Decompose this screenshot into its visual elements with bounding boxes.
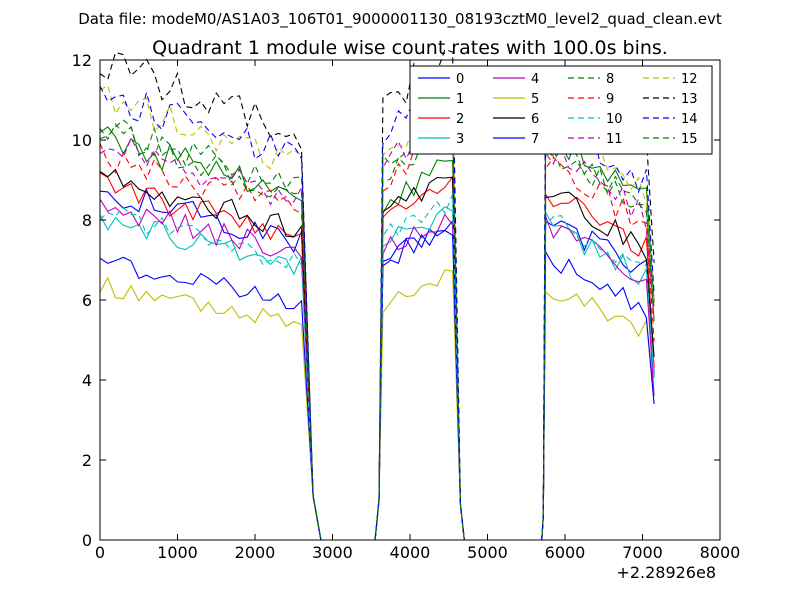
legend-label-13: 13 [681, 92, 698, 107]
series-line-15 [99, 111, 655, 541]
legend-label-7: 7 [531, 132, 539, 147]
legend-label-4: 4 [531, 72, 539, 87]
legend-label-5: 5 [531, 92, 539, 107]
legend-label-11: 11 [606, 132, 623, 147]
legend-label-9: 9 [606, 92, 614, 107]
legend-label-15: 15 [681, 132, 698, 147]
x-tick-label: 0 [95, 543, 105, 562]
y-tick-label: 0 [82, 531, 92, 550]
series-line-7 [99, 229, 655, 541]
y-tick-label: 6 [82, 291, 92, 310]
x-tick-label: 5000 [467, 543, 508, 562]
series-line-8 [99, 119, 655, 541]
legend-label-1: 1 [456, 92, 464, 107]
series-line-0 [99, 187, 655, 541]
legend-label-10: 10 [606, 112, 623, 127]
x-tick-label: 6000 [545, 543, 586, 562]
legend-label-0: 0 [456, 72, 464, 87]
series-line-10 [99, 193, 655, 541]
legend-label-12: 12 [681, 72, 698, 87]
data-file-suptitle: Data file: modeM0/AS1A03_106T01_90000011… [78, 10, 722, 29]
x-tick-label: 7000 [622, 543, 663, 562]
x-tick-label: 3000 [312, 543, 353, 562]
x-tick-label: 1000 [157, 543, 198, 562]
x-tick-label: 2000 [235, 543, 276, 562]
legend-label-3: 3 [456, 132, 464, 147]
y-tick-label: 4 [82, 371, 92, 390]
legend-label-6: 6 [531, 112, 539, 127]
legend-label-2: 2 [456, 112, 464, 127]
series-line-4 [99, 198, 655, 541]
series-line-5 [99, 269, 655, 541]
chart-title: Quadrant 1 module wise count rates with … [152, 37, 668, 59]
x-tick-label: 4000 [390, 543, 431, 562]
y-tick-label: 8 [82, 211, 92, 230]
series-line-2 [99, 172, 655, 541]
legend-label-14: 14 [681, 112, 698, 127]
series-line-11 [99, 107, 655, 541]
series-line-1 [99, 120, 655, 541]
series-line-3 [99, 206, 655, 541]
series-line-12 [99, 84, 655, 541]
series-line-9 [99, 128, 655, 541]
y-tick-label: 12 [72, 51, 92, 70]
legend-box [409, 65, 713, 155]
legend-label-8: 8 [606, 72, 614, 87]
x-axis: 0 1000 2000 3000 4000 5000 6000 7000 8000 [95, 60, 740, 562]
x-offset-label: +2.28926e8 [616, 563, 716, 582]
x-tick-label: 8000 [700, 543, 741, 562]
y-tick-label: 10 [72, 131, 92, 150]
y-tick-label: 2 [82, 451, 92, 470]
